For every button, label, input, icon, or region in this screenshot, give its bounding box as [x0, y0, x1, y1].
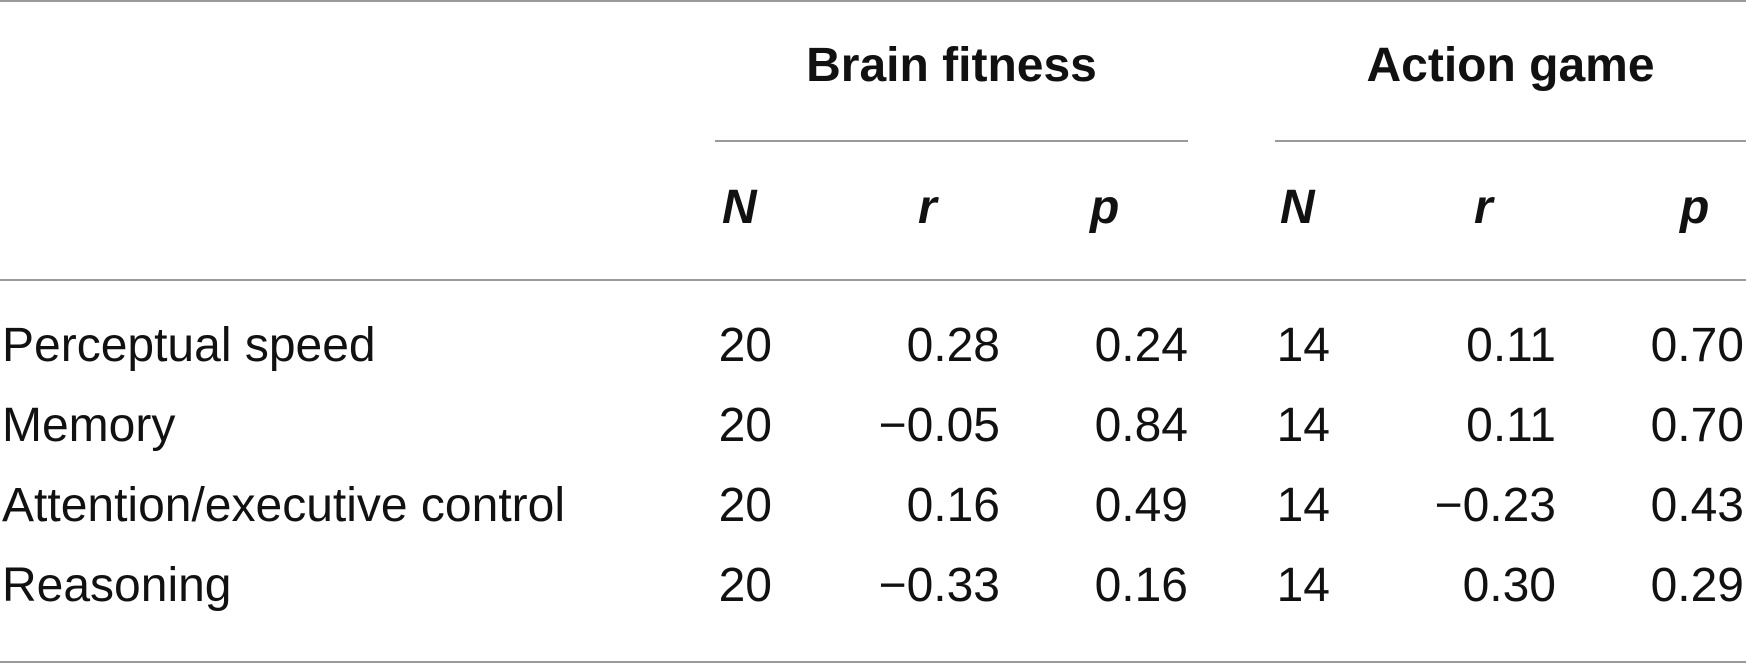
cell-value: 14	[1276, 399, 1330, 452]
action-game-underline	[1275, 140, 1746, 142]
column-header-n: N	[1280, 181, 1315, 234]
cell-value: 0.70	[1650, 399, 1744, 452]
cell-value: 0.70	[1650, 319, 1744, 372]
cell-value: 20	[718, 399, 772, 452]
row-label: Perceptual speed	[2, 319, 376, 372]
bottom-rule	[0, 661, 1746, 663]
cell-value: −0.05	[878, 399, 1000, 452]
cell-value: 20	[718, 479, 772, 532]
column-header-r: r	[1474, 181, 1493, 234]
cell-value: 0.84	[1094, 399, 1188, 452]
cell-value: 0.16	[906, 479, 1000, 532]
row-label: Reasoning	[2, 559, 232, 612]
cell-value: −0.33	[878, 559, 1000, 612]
column-header-p: p	[1680, 181, 1710, 234]
column-header-n: N	[722, 181, 757, 234]
row-label: Memory	[2, 399, 176, 452]
cell-value: 0.30	[1462, 559, 1556, 612]
cell-value: 0.11	[1466, 399, 1556, 452]
cell-value: 0.28	[906, 319, 1000, 372]
cell-value: 20	[718, 559, 772, 612]
group-header-brain-fitness: Brain fitness	[806, 39, 1097, 92]
column-header-p: p	[1090, 181, 1120, 234]
header-rule	[0, 279, 1746, 281]
cell-value: 0.16	[1094, 559, 1188, 612]
cell-value: 0.29	[1650, 559, 1744, 612]
cell-value: 20	[718, 319, 772, 372]
row-label: Attention/executive control	[2, 479, 565, 532]
brain-fitness-underline	[715, 140, 1188, 142]
cell-value: 14	[1276, 559, 1330, 612]
cell-value: 14	[1276, 479, 1330, 532]
top-rule	[0, 0, 1746, 2]
group-header-action-game: Action game	[1366, 39, 1655, 92]
cell-value: 0.43	[1650, 479, 1744, 532]
cell-value: 14	[1276, 319, 1330, 372]
cell-value: 0.11	[1466, 319, 1556, 372]
cell-value: −0.23	[1434, 479, 1556, 532]
cell-value: 0.24	[1094, 319, 1188, 372]
cell-value: 0.49	[1094, 479, 1188, 532]
column-header-r: r	[918, 181, 937, 234]
